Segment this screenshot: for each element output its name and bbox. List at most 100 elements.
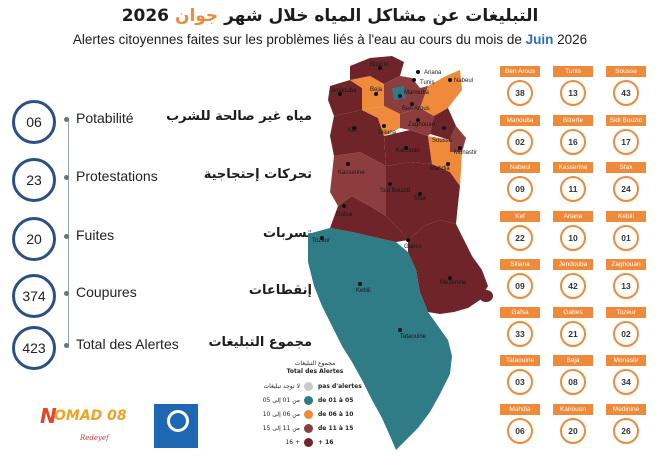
legend-item-11-15: من 11 إلى 15 de 11 à 15: [250, 424, 380, 434]
djerba-island: [479, 290, 493, 302]
gov-name: Ariana: [553, 211, 593, 222]
gov-name: Nabeul: [500, 162, 540, 173]
gov-value: 01: [613, 225, 639, 251]
gov-value: 20: [560, 418, 586, 444]
gov-name: Jendouba: [553, 259, 593, 270]
legend-item-ar: من 06 إلى 10: [262, 411, 300, 418]
nomad-logo-letter: N: [40, 404, 57, 428]
gov-name: Kebili: [606, 211, 646, 222]
gov-card: Sfax 24: [606, 162, 646, 206]
map-label-kairouan: Kairouan: [396, 148, 420, 154]
gov-value: 42: [560, 273, 586, 299]
region-monastir: [450, 126, 466, 152]
metric-label-ar: إنقطاعات: [248, 283, 312, 298]
title-fr-text: Alertes citoyennes faites sur les problè…: [72, 32, 526, 47]
metric-label-fr: Coupures: [76, 284, 137, 300]
metric-potabilite: 06 Potabilité مياه غير صالحة للشرب: [12, 100, 312, 144]
gov-name: Siliana: [500, 259, 540, 270]
title-french: Alertes citoyennes faites sur les problè…: [0, 32, 660, 47]
gov-card: Tunis 13: [553, 66, 593, 110]
map-label-siliana: Siliana: [378, 130, 397, 136]
metric-value: 23: [12, 158, 56, 202]
map-label-sfax: Sfax: [414, 196, 426, 202]
metric-total: 423 Total des Alertes مجموع التبليغات: [12, 326, 312, 370]
gov-card: Ben Arous 38: [500, 66, 540, 110]
map-label-tataouine: Tataouine: [400, 334, 427, 340]
region-kasserine: [330, 152, 386, 216]
legend-item-16-plus: + 16 + 16: [250, 438, 380, 448]
legend-swatch: [304, 410, 313, 419]
gov-card: Manouba 02: [500, 115, 540, 159]
gov-value: 09: [507, 273, 533, 299]
tunisia-map: Bizerte Ariana Tunis Nabeul Jendouba Bej…: [308, 56, 493, 450]
gov-value: 24: [613, 176, 639, 202]
bullet-dot: [64, 234, 69, 239]
gov-name: Sfax: [606, 162, 646, 173]
nomad-logo-subtitle: Redeyef: [80, 434, 109, 442]
gov-name: Zaghouan: [606, 259, 646, 270]
gov-value: 11: [560, 176, 586, 202]
legend-item-none: لا توجد تبليغات pas d'alertes: [250, 382, 380, 392]
legend-title-fr: Total des Alertes: [286, 368, 344, 375]
region-gafsa: [330, 196, 408, 242]
map-label-tozeur: Tozeur: [312, 238, 330, 244]
region-bizerte: [350, 56, 404, 84]
gov-name: Bizerte: [553, 115, 593, 126]
metric-label-fr: Protestations: [76, 168, 158, 184]
gov-card: Jendouba 42: [553, 259, 593, 303]
metric-label-ar: تحركات إحتجاجية: [203, 167, 312, 182]
region-beja: [350, 76, 384, 110]
gov-value: 38: [507, 80, 533, 106]
gov-value: 13: [560, 80, 586, 106]
gov-value: 06: [507, 418, 533, 444]
region-south: [308, 228, 452, 450]
map-label-nabeul: Nabeul: [454, 78, 473, 84]
map-label-sidi-bouzid: Sidi Bouzid: [380, 188, 410, 194]
map-label-ben-arous: Ben Arous: [402, 106, 430, 112]
observatory-logo: [154, 404, 198, 448]
water-drop-icon: [167, 410, 189, 432]
gov-name: Mahdia: [500, 404, 540, 415]
region-sfax: [386, 162, 460, 240]
gov-value: 33: [507, 321, 533, 347]
map-label-medenine: Medenine: [440, 280, 467, 286]
gov-card: Tataouine 03: [500, 355, 540, 399]
gov-name: Kef: [500, 211, 540, 222]
gov-card: Gafsa 33: [500, 307, 540, 351]
metric-label-ar: تسربات: [262, 226, 312, 241]
map-label-monastir: Monastir: [454, 150, 477, 156]
legend-item-1-5: من 01 إلى 05 de 01 à 05: [250, 396, 380, 406]
gov-value: 09: [507, 176, 533, 202]
metric-value: 374: [12, 274, 56, 318]
title-ar-year: 2026: [121, 6, 175, 26]
map-label-kasserine: Kasserine: [338, 170, 365, 176]
legend-item-ar: من 01 إلى 05: [262, 397, 300, 404]
gov-value: 43: [613, 80, 639, 106]
map-label-mahdia: Mahdia: [430, 166, 450, 172]
gov-name: Kairouan: [553, 404, 593, 415]
gov-card: Tozeur 02: [606, 307, 646, 351]
gov-card: Medinine 26: [606, 404, 646, 448]
region-kef: [330, 110, 386, 166]
bullet-dot: [64, 175, 69, 180]
gov-name: Medinine: [606, 404, 646, 415]
map-label-bizerte: Bizerte: [370, 62, 389, 68]
gov-card: Kasserine 11: [553, 162, 593, 206]
gov-name: Tataouine: [500, 355, 540, 366]
metric-label-fr: Potabilité: [76, 110, 134, 126]
region-mahdia: [428, 136, 462, 186]
gov-value: 03: [507, 369, 533, 395]
legend-item-fr: de 01 à 05: [318, 397, 354, 404]
gov-name: Sousse: [606, 66, 646, 77]
metric-label-ar: مجموع التبليغات: [208, 335, 312, 350]
gov-name: Sidi Bouzid: [606, 115, 646, 126]
bullet-dot: [64, 291, 69, 296]
legend-item-fr: pas d'alertes: [318, 383, 362, 390]
gov-card: Kairouan 20: [553, 404, 593, 448]
metric-label-fr: Fuites: [76, 227, 115, 243]
map-label-gafsa: Gafsa: [336, 212, 353, 218]
gov-card: Kef 22: [500, 211, 540, 255]
gov-name: Gabes: [553, 307, 593, 318]
map-label-gabes: Gabes: [404, 244, 422, 250]
nomad-logo-text: OMAD 08: [54, 408, 127, 424]
